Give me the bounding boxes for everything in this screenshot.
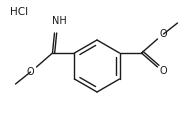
Text: HCl: HCl [10, 7, 28, 17]
Text: O: O [160, 66, 167, 76]
Text: O: O [27, 67, 34, 77]
Text: NH: NH [52, 16, 67, 26]
Text: O: O [160, 29, 167, 39]
